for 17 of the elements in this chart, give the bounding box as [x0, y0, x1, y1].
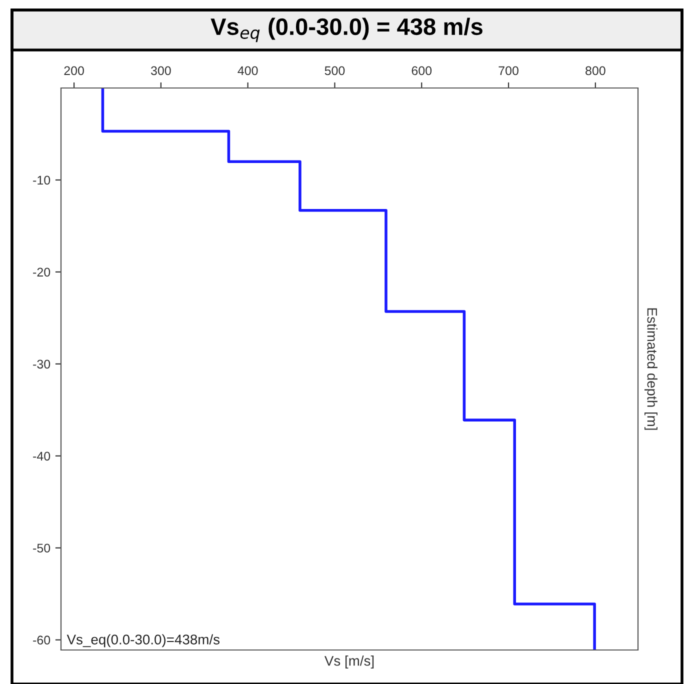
x-tick-label: 400 — [238, 66, 258, 76]
y-tick-label: -10 — [33, 176, 50, 185]
x-tick-label: 800 — [586, 66, 606, 76]
x-tick-label: 700 — [498, 66, 518, 76]
x-axis-title: Vs [m/s] — [324, 656, 374, 669]
y-tick-label: -20 — [33, 268, 50, 277]
x-tick-label: 600 — [412, 66, 432, 76]
annotation: Vs_eq(0.0-30.0)=438m/s — [66, 634, 220, 648]
y-tick-label: -50 — [33, 544, 50, 553]
x-tick-label: 300 — [150, 66, 171, 76]
y-axis-title: Estimated depth [m] — [644, 308, 658, 430]
chart-title: Vs$_{eq}$ (0.0-30.0) = 438 m/s — [210, 18, 482, 42]
y-tick-label: -30 — [33, 360, 50, 369]
y-tick-label: -60 — [33, 636, 50, 645]
x-tick-label: 200 — [64, 66, 84, 76]
x-tick-label: 500 — [324, 66, 345, 76]
y-tick-label: -40 — [33, 452, 50, 461]
